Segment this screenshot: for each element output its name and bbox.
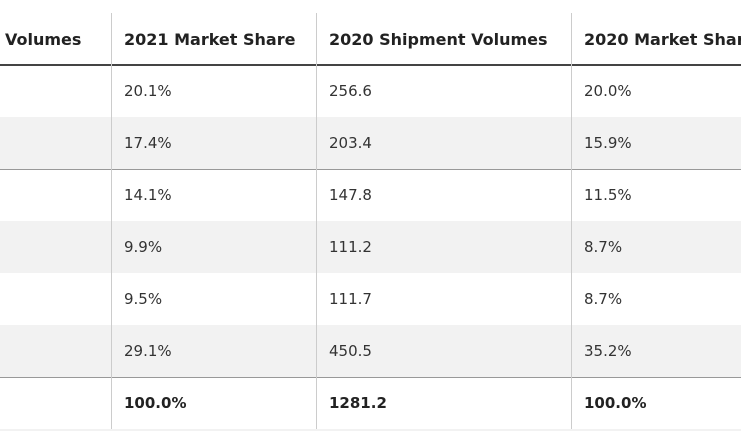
table-cell: 15.9% bbox=[584, 134, 632, 152]
bottom-strip bbox=[0, 429, 741, 431]
table-cell: 20.1% bbox=[124, 82, 172, 100]
row-border bbox=[0, 377, 741, 378]
header-cell: 2021 Market Share bbox=[124, 29, 296, 49]
table-cell: 8.7% bbox=[584, 290, 623, 308]
table-cell: 1281.2 bbox=[329, 394, 387, 412]
column-border bbox=[571, 13, 572, 429]
row-bg bbox=[0, 325, 741, 377]
table-cell: 147.8 bbox=[329, 186, 372, 204]
row-bg bbox=[0, 117, 741, 169]
table-cell: 111.2 bbox=[329, 238, 372, 256]
table-cell: 35.2% bbox=[584, 342, 632, 360]
header-cell: 2020 Shipment Volumes bbox=[329, 29, 548, 49]
table-cell: 203.4 bbox=[329, 134, 372, 152]
table-cell: 256.6 bbox=[329, 82, 372, 100]
row-bg bbox=[0, 377, 741, 429]
table-cell: 29.1% bbox=[124, 342, 172, 360]
table-cell: 11.5% bbox=[584, 186, 632, 204]
table-cell: 9.5% bbox=[124, 290, 163, 308]
column-border bbox=[111, 13, 112, 429]
table-cell: 450.5 bbox=[329, 342, 372, 360]
row-bg bbox=[0, 169, 741, 221]
row-bg bbox=[0, 273, 741, 325]
table-cell: 100.0% bbox=[124, 394, 187, 412]
header-border bbox=[0, 64, 741, 66]
column-border bbox=[316, 13, 317, 429]
header-cell: 2020 Market Share bbox=[584, 29, 741, 49]
table-cell: 14.1% bbox=[124, 186, 172, 204]
table-cell: 17.4% bbox=[124, 134, 172, 152]
row-bg bbox=[0, 221, 741, 273]
table-cell: 111.7 bbox=[329, 290, 372, 308]
table-cell: 9.9% bbox=[124, 238, 163, 256]
table-cell: 8.7% bbox=[584, 238, 623, 256]
table: Volumes 2021 Market Share 2020 Shipment Vo… bbox=[0, 13, 741, 431]
table-cell: 100.0% bbox=[584, 394, 647, 412]
row-border bbox=[0, 169, 741, 170]
table-cell: 20.0% bbox=[584, 82, 632, 100]
header-cell: Volumes bbox=[5, 29, 82, 49]
row-bg bbox=[0, 65, 741, 117]
